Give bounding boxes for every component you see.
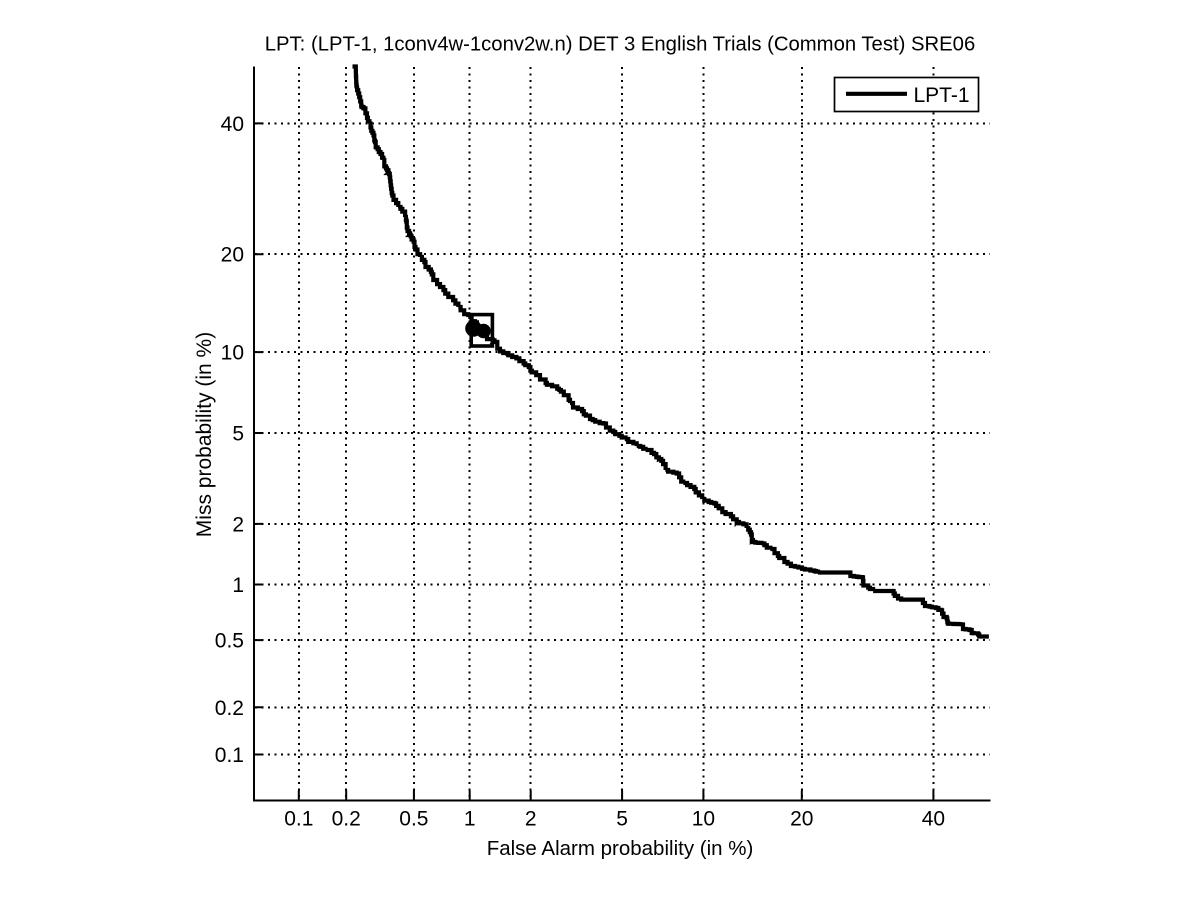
svg-text:2: 2 <box>232 514 244 537</box>
svg-text:20: 20 <box>221 244 244 267</box>
svg-text:5: 5 <box>232 423 244 446</box>
svg-text:0.2: 0.2 <box>332 808 361 831</box>
svg-text:1: 1 <box>232 574 244 597</box>
svg-text:0.5: 0.5 <box>215 630 244 653</box>
svg-text:0.2: 0.2 <box>215 697 244 720</box>
svg-text:20: 20 <box>790 808 813 831</box>
svg-text:5: 5 <box>616 808 628 831</box>
svg-text:40: 40 <box>221 113 244 136</box>
svg-text:10: 10 <box>692 808 715 831</box>
svg-text:40: 40 <box>922 808 945 831</box>
svg-text:1: 1 <box>464 808 476 831</box>
svg-text:Miss probability (in %): Miss probability (in %) <box>193 332 216 537</box>
svg-text:10: 10 <box>221 342 244 365</box>
svg-text:0.5: 0.5 <box>399 808 428 831</box>
svg-text:LPT: (LPT-1, 1conv4w-1conv2w.n: LPT: (LPT-1, 1conv4w-1conv2w.n) DET 3 En… <box>265 34 976 56</box>
svg-text:LPT-1: LPT-1 <box>914 84 970 107</box>
svg-text:0.1: 0.1 <box>215 744 244 767</box>
svg-text:0.1: 0.1 <box>284 808 313 831</box>
svg-text:2: 2 <box>525 808 537 831</box>
svg-text:False Alarm probability (in %): False Alarm probability (in %) <box>487 837 754 860</box>
